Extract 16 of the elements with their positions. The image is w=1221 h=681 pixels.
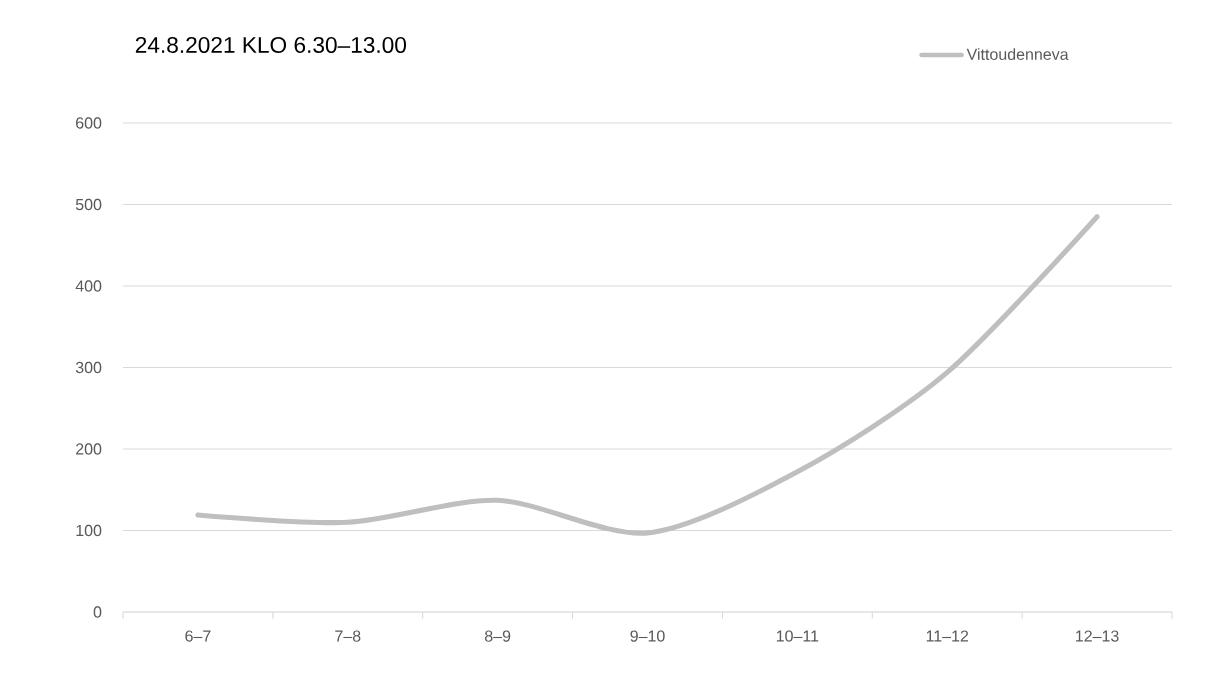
legend-label: Vittoudenneva [966, 48, 1069, 60]
y-tick-label: 600 [76, 117, 102, 129]
chart-title: 24.8.2021 KLO 6.30–13.00 [135, 36, 407, 54]
x-tick-label: 7–8 [335, 630, 361, 642]
x-tick-label: 8–9 [484, 630, 511, 642]
x-tick-label: 10–11 [776, 630, 819, 642]
y-tick-label: 200 [76, 443, 102, 455]
x-tick-label: 11–12 [926, 630, 969, 642]
x-tick-label: 12–13 [1076, 630, 1119, 642]
y-tick-label: 100 [76, 524, 102, 537]
y-tick-label: 500 [75, 198, 102, 211]
y-tick-label: 400 [75, 280, 102, 292]
y-tick-label: 300 [75, 361, 102, 374]
x-tick-label: 6–7 [185, 630, 211, 642]
x-tick-label: 9–10 [630, 630, 665, 642]
y-tick-label: 0 [93, 606, 102, 618]
